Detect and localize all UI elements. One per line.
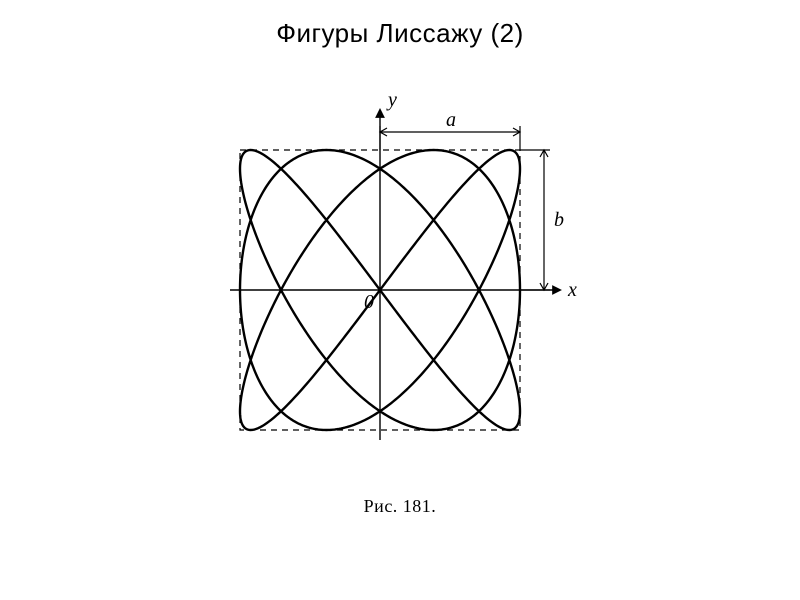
- dim-b-label: b: [554, 209, 564, 231]
- page-title: Фигуры Лиссажу (2): [0, 18, 800, 49]
- y-axis-label: y: [386, 89, 397, 111]
- dim-a-label: a: [446, 109, 456, 131]
- lissajous-diagram: xy0ab: [160, 70, 640, 490]
- figure-container: xy0ab Рис. 181.: [160, 70, 640, 517]
- x-axis-label: x: [567, 279, 577, 301]
- figure-caption: Рис. 181.: [160, 496, 640, 517]
